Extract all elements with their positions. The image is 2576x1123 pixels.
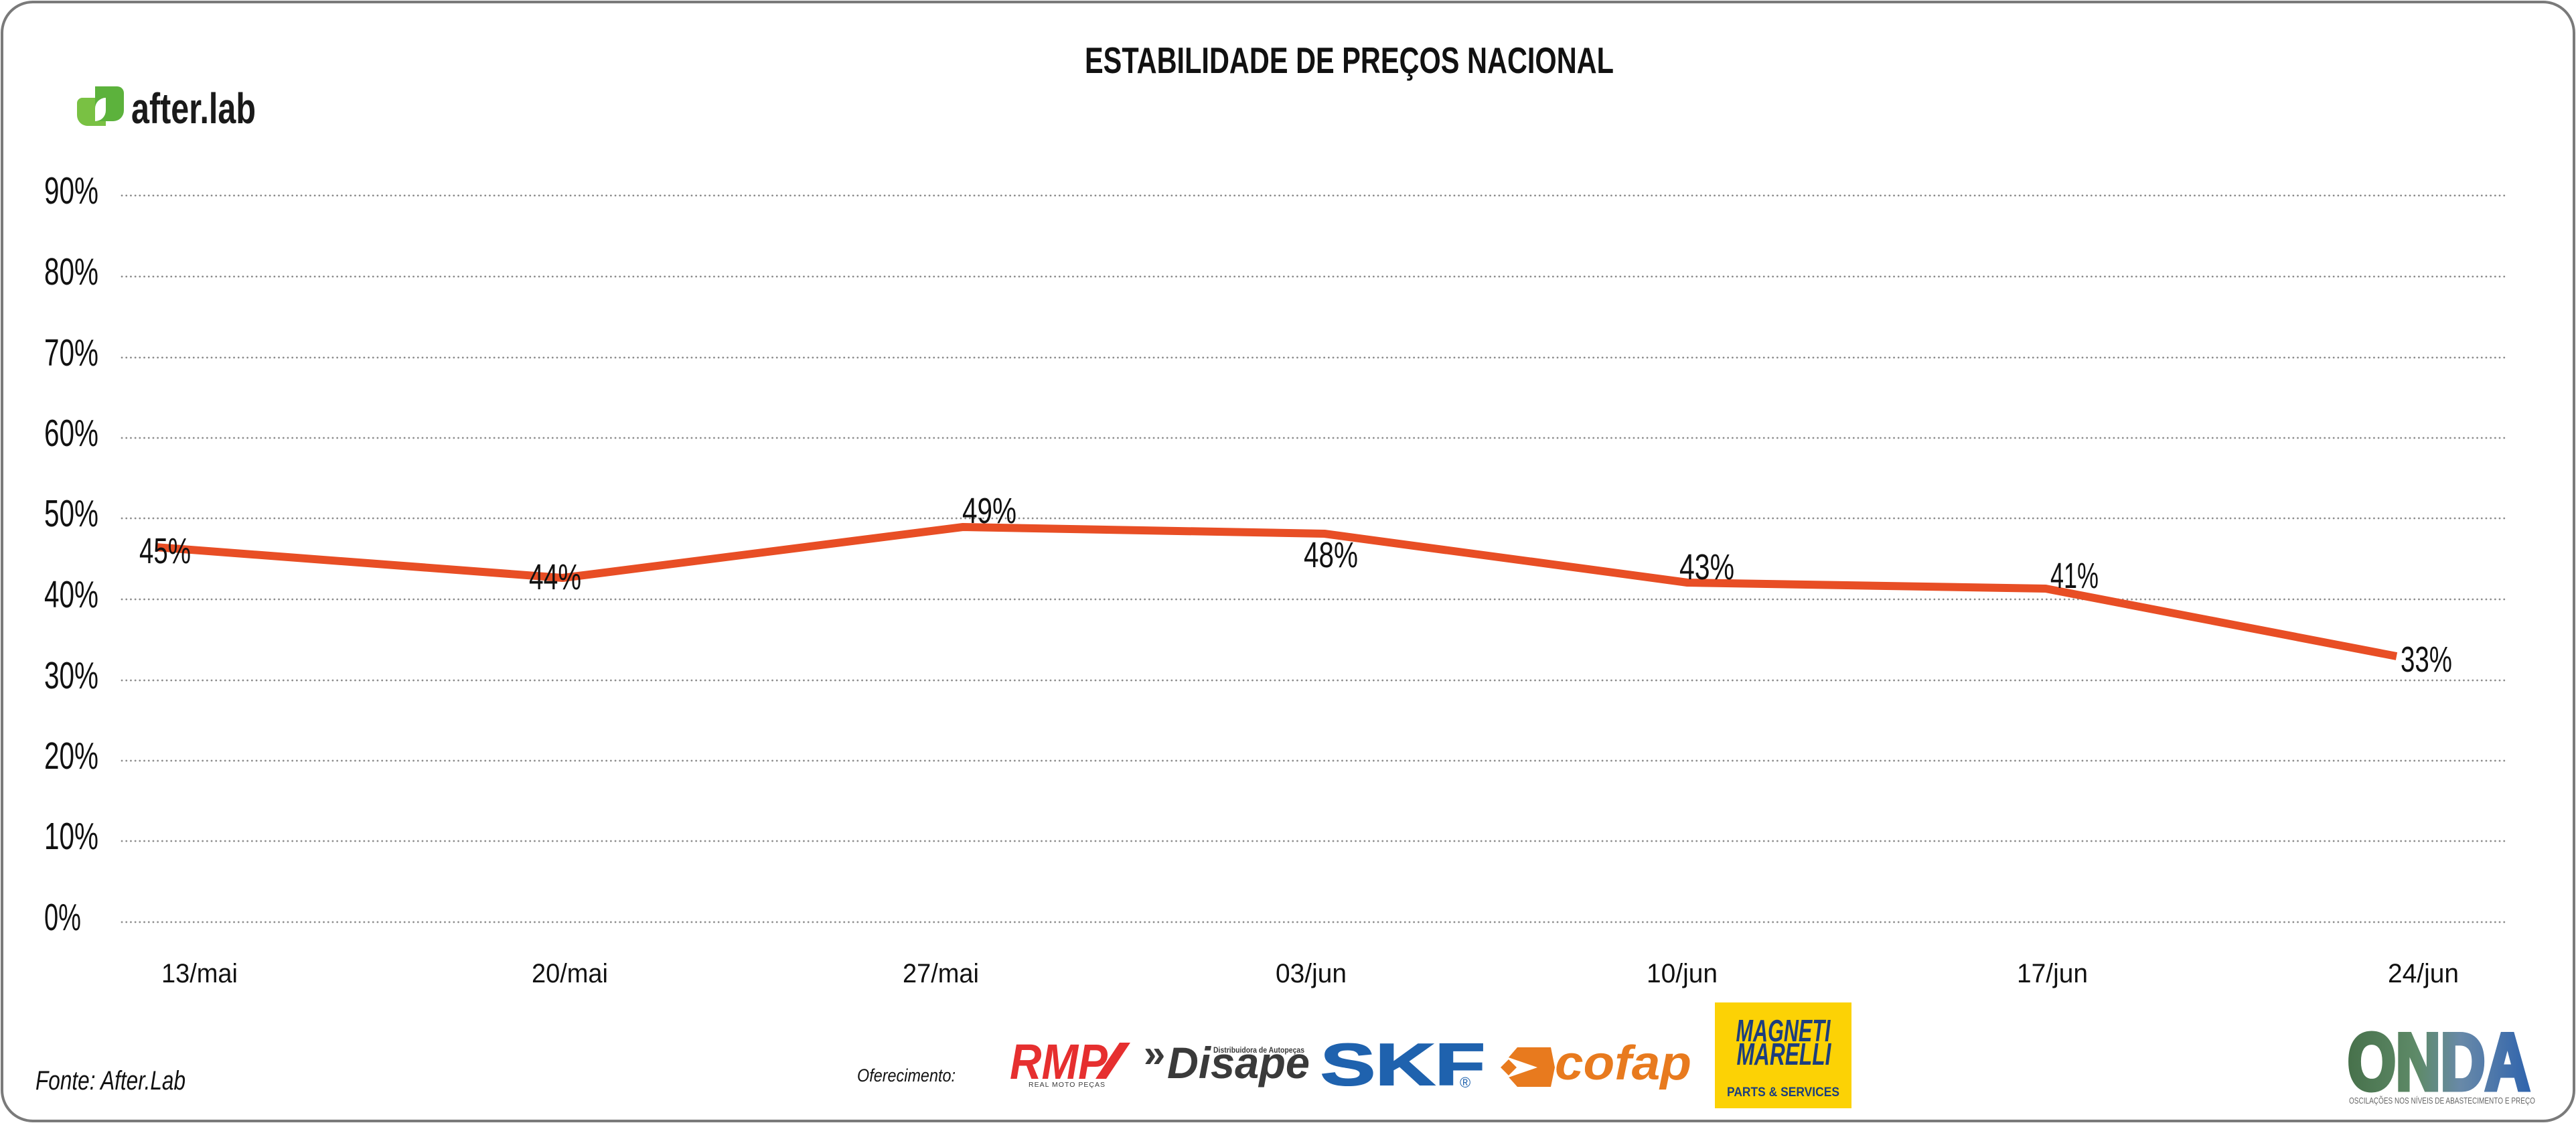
svg-text:17/jun: 17/jun [2017, 959, 2088, 988]
svg-text:27/mai: 27/mai [903, 959, 979, 988]
svg-text:0%: 0% [44, 896, 81, 939]
svg-text:43%: 43% [1679, 547, 1734, 587]
svg-text:OSCILAÇÕES NOS NÍVEIS DE ABAST: OSCILAÇÕES NOS NÍVEIS DE ABASTECIMENTO E… [2349, 1096, 2535, 1106]
svg-text:»: » [1144, 1032, 1165, 1075]
svg-text:REAL MOTO PEÇAS: REAL MOTO PEÇAS [1029, 1081, 1105, 1089]
svg-text:90%: 90% [44, 169, 98, 212]
svg-text:03/jun: 03/jun [1276, 959, 1347, 988]
svg-text:30%: 30% [44, 654, 98, 697]
svg-text:41%: 41% [2050, 556, 2099, 596]
svg-text:33%: 33% [2401, 640, 2452, 680]
svg-text:SKF: SKF [1320, 1031, 1485, 1098]
svg-text:48%: 48% [1304, 535, 1358, 575]
svg-text:60%: 60% [44, 412, 98, 455]
svg-text:MAGNETI: MAGNETI [1736, 1013, 1831, 1048]
svg-text:13/mai: 13/mai [161, 959, 238, 988]
svg-text:50%: 50% [44, 492, 98, 535]
svg-text:ONDA: ONDA [2348, 1017, 2530, 1107]
svg-text:10%: 10% [44, 815, 98, 858]
svg-text:Oferecimento:: Oferecimento: [857, 1065, 956, 1085]
svg-text:PARTS & SERVICES: PARTS & SERVICES [1727, 1085, 1839, 1100]
svg-text:ESTABILIDADE DE PREÇOS NACIONA: ESTABILIDADE DE PREÇOS NACIONAL [1085, 40, 1614, 81]
svg-text:cofap: cofap [1555, 1037, 1691, 1090]
svg-text:20/mai: 20/mai [532, 959, 608, 988]
svg-text:Distribuidora de Autopeças: Distribuidora de Autopeças [1213, 1045, 1304, 1055]
svg-text:MARELLI: MARELLI [1737, 1037, 1832, 1071]
svg-text:24/jun: 24/jun [2388, 959, 2459, 988]
svg-text:70%: 70% [44, 331, 98, 374]
svg-text:RMP: RMP [1010, 1034, 1108, 1090]
svg-text:49%: 49% [962, 491, 1016, 531]
svg-text:Fonte: After.Lab: Fonte: After.Lab [35, 1066, 185, 1096]
svg-text:after.lab: after.lab [131, 84, 256, 133]
svg-text:Disape: Disape [1167, 1038, 1310, 1088]
svg-text:10/jun: 10/jun [1647, 959, 1718, 988]
svg-text:45%: 45% [139, 531, 191, 571]
svg-text:40%: 40% [44, 573, 98, 616]
svg-text:®: ® [1460, 1074, 1470, 1091]
svg-text:80%: 80% [44, 250, 98, 293]
svg-text:20%: 20% [44, 735, 98, 777]
svg-text:44%: 44% [529, 557, 581, 597]
